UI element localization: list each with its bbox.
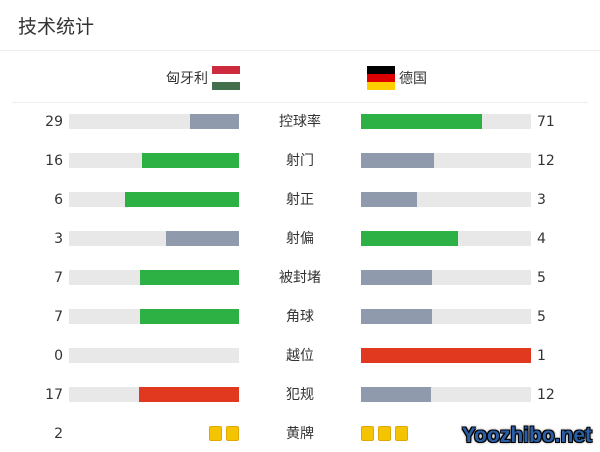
stat-row: 29 控球率 71 [0, 112, 600, 132]
home-bar [69, 270, 239, 285]
stat-label: 越位 [286, 348, 314, 364]
home-team-name: 匈牙利 [166, 71, 208, 87]
home-value: 16 [45, 153, 63, 169]
home-value: 17 [45, 387, 63, 403]
away-value: 3 [537, 192, 546, 208]
home-value: 7 [54, 309, 63, 325]
watermark: Yoozhibo.net [461, 424, 592, 447]
home-bar-fill [189, 114, 239, 129]
away-value: 71 [537, 114, 555, 130]
away-value: 4 [537, 231, 546, 247]
away-bar [361, 231, 531, 246]
germany-flag-icon [367, 66, 395, 90]
home-bar [69, 114, 239, 129]
away-bar-fill [361, 348, 531, 363]
stat-label: 犯规 [286, 387, 314, 403]
away-bar-fill [361, 270, 433, 285]
home-value: 7 [54, 270, 63, 286]
stat-row: 3 射偏 4 [0, 229, 600, 249]
stat-label: 控球率 [279, 114, 321, 130]
yellow-card-icon [378, 426, 391, 441]
stat-row: 7 角球 5 [0, 307, 600, 327]
yellow-card-icon [226, 426, 239, 441]
divider [12, 102, 588, 103]
home-yellow-cards [209, 426, 239, 441]
away-bar [361, 192, 531, 207]
home-bar-fill [142, 153, 239, 168]
home-value: 2 [54, 426, 63, 442]
away-bar-fill [361, 192, 418, 207]
away-value: 12 [537, 387, 555, 403]
away-bar-fill [361, 231, 458, 246]
away-bar [361, 114, 531, 129]
home-bar [69, 309, 239, 324]
home-value: 6 [54, 192, 63, 208]
home-bar [69, 153, 239, 168]
away-bar [361, 153, 531, 168]
hungary-flag-icon [212, 66, 240, 90]
yellow-card-icon [361, 426, 374, 441]
away-bar-fill [361, 114, 482, 129]
stat-row: 7 被封堵 5 [0, 268, 600, 288]
away-value: 5 [537, 309, 546, 325]
stat-row: 16 射门 12 [0, 151, 600, 171]
stat-label: 射正 [286, 192, 314, 208]
away-value: 12 [537, 153, 555, 169]
away-bar [361, 270, 531, 285]
page-title: 技术统计 [18, 16, 95, 38]
home-bar-fill [140, 309, 239, 324]
stat-label: 角球 [286, 309, 314, 325]
home-bar-fill [140, 270, 239, 285]
stat-row: 17 犯规 12 [0, 385, 600, 405]
stat-label: 被封堵 [279, 270, 321, 286]
home-bar [69, 348, 239, 363]
yellow-card-icon [209, 426, 222, 441]
away-bar [361, 387, 531, 402]
stat-row-yellow-cards: 2 黄牌 [0, 424, 600, 444]
home-value: 0 [54, 348, 63, 364]
yellow-card-icon [395, 426, 408, 441]
home-value: 29 [45, 114, 63, 130]
home-bar-fill [165, 231, 239, 246]
away-bar-fill [361, 153, 435, 168]
stat-label: 射偏 [286, 231, 314, 247]
divider [0, 50, 600, 51]
away-value: 5 [537, 270, 546, 286]
away-bar [361, 348, 531, 363]
away-bar-fill [361, 309, 433, 324]
away-bar [361, 309, 531, 324]
away-yellow-cards [361, 426, 408, 441]
home-bar-fill [125, 192, 239, 207]
stat-row: 6 射正 3 [0, 190, 600, 210]
home-bar [69, 231, 239, 246]
away-bar-fill [361, 387, 431, 402]
home-value: 3 [54, 231, 63, 247]
away-team-name: 德国 [399, 71, 427, 87]
away-team: 德国 [367, 66, 427, 90]
stat-row: 0 越位 1 [0, 346, 600, 366]
away-value: 1 [537, 348, 546, 364]
home-bar-fill [138, 387, 239, 402]
stat-label: 黄牌 [286, 426, 314, 442]
stat-label: 射门 [286, 153, 314, 169]
home-team: 匈牙利 [166, 66, 240, 90]
home-bar [69, 387, 239, 402]
home-bar [69, 192, 239, 207]
